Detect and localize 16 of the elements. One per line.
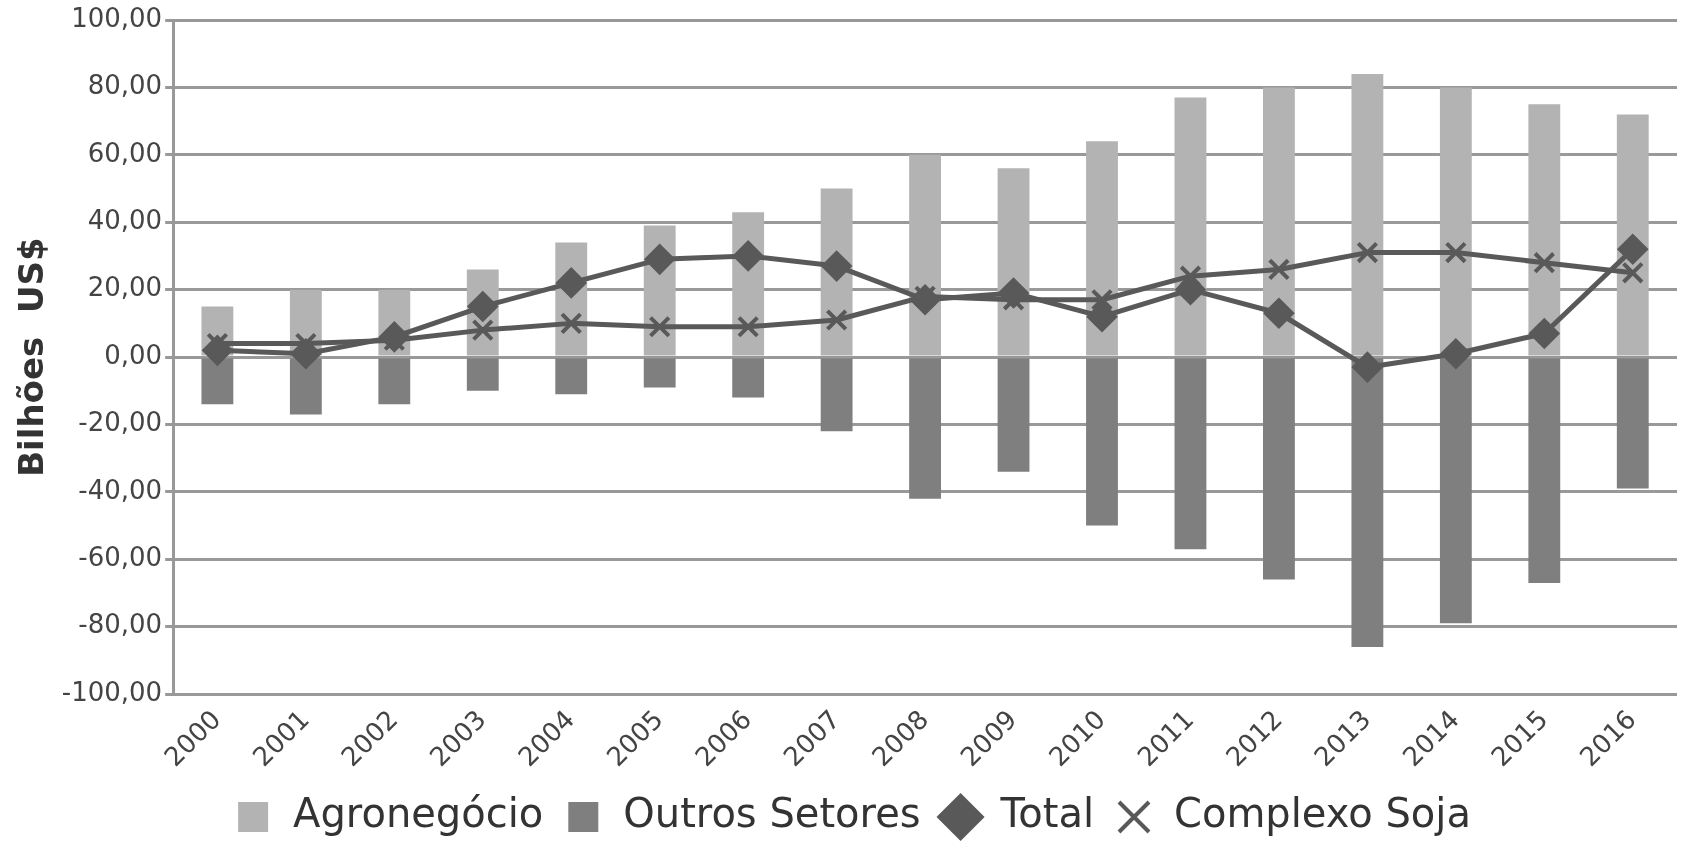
legend-label: Outros Setores [623,790,921,837]
y-tick-label: 40,00 [87,205,163,235]
y-tick-label: -40,00 [78,474,163,505]
y-tick-label: 60,00 [87,137,163,168]
legend-label: Complexo Soja [1174,790,1471,837]
legend-label: Total [999,790,1095,837]
legend-label: Agronegócio [293,790,544,837]
y-tick-label: 20,00 [87,272,163,303]
y-tick-label: -100,00 [61,676,163,707]
y-tick-label: -60,00 [78,542,163,573]
y-tick-label: 80,00 [87,70,163,101]
y-axis-title: Bilhões US$ [11,237,52,477]
y-tick-label: -20,00 [78,407,163,438]
y-tick-label: 0,00 [104,339,163,370]
y-tick-label: -80,00 [78,609,163,640]
y-tick-label: 100,00 [71,2,163,33]
